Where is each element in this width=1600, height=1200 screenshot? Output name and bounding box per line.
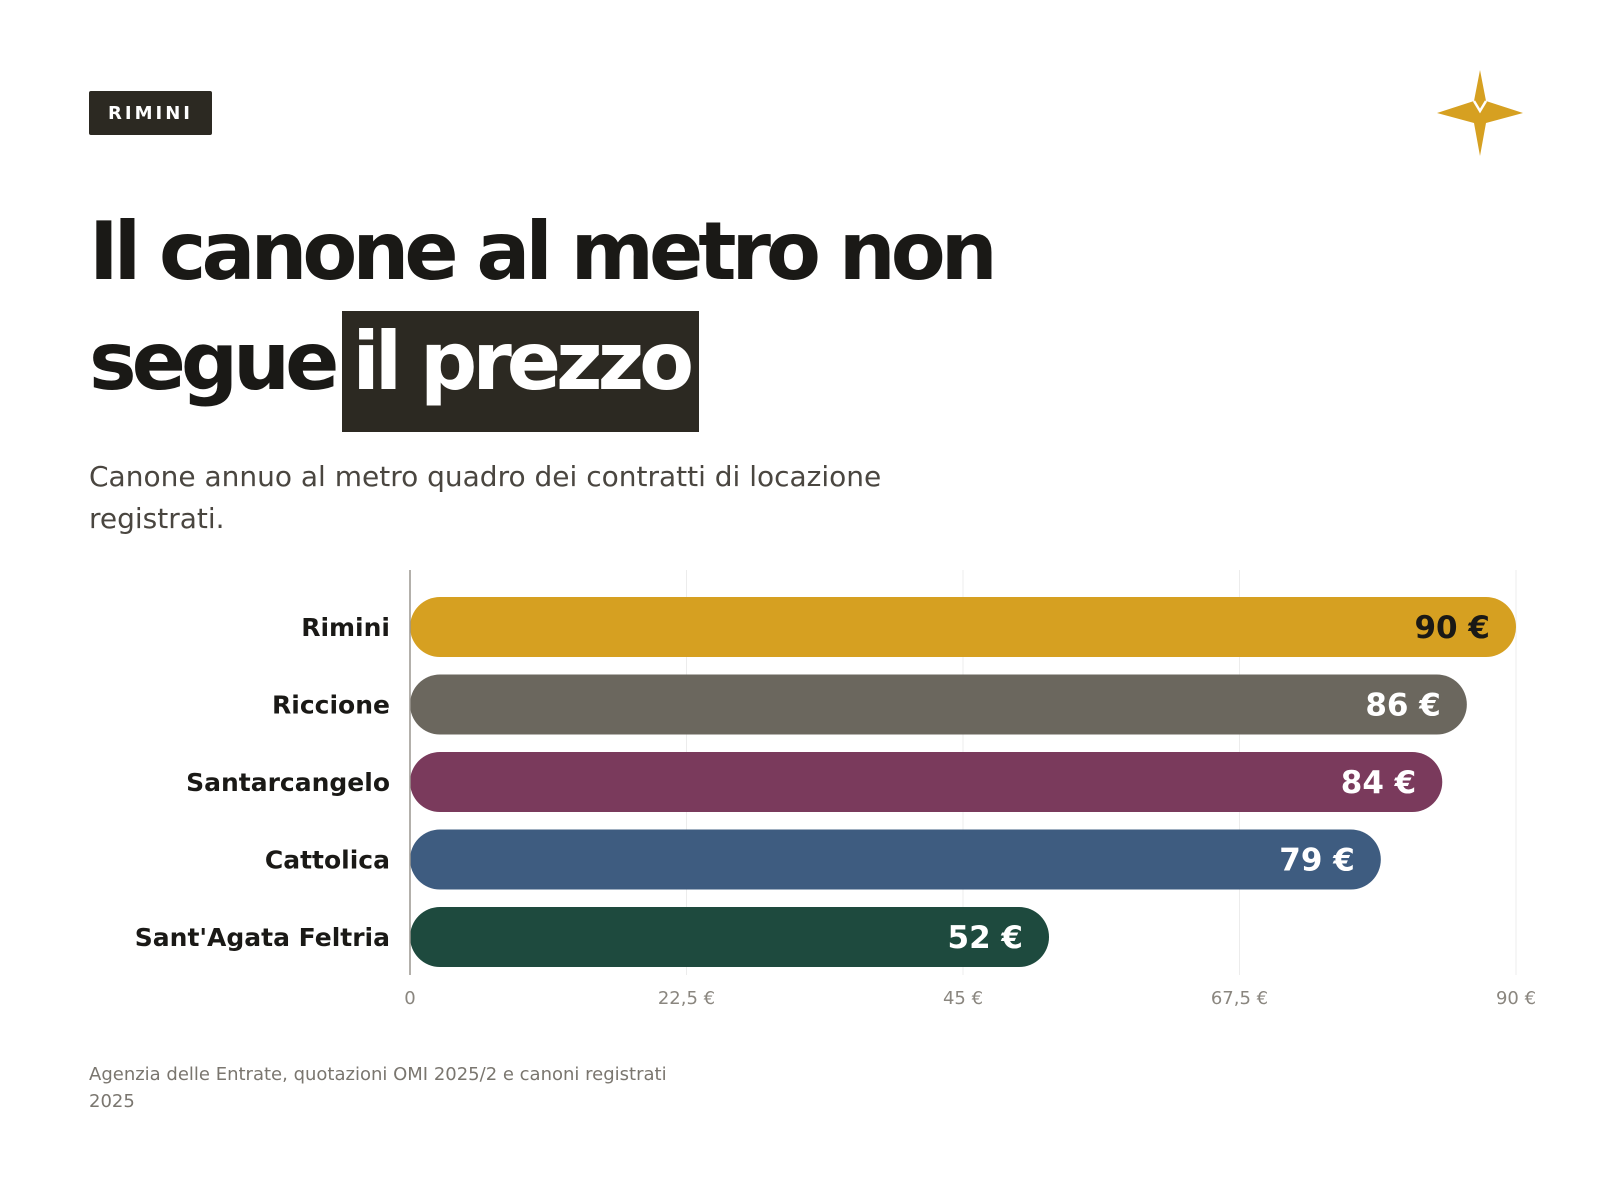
x-axis: 0 22,5 € 45 € 67,5 € 90 € [404, 570, 1536, 1009]
title-line-2: segue il prezzo [89, 311, 993, 432]
title-line-1: Il canone al metro non [89, 205, 998, 298]
category-label: Sant'Agata Feltria [135, 923, 390, 952]
value-label: 90 € [1414, 610, 1490, 646]
source-note: Agenzia delle Entrate, quotazioni OMI 20… [89, 1064, 667, 1112]
category-label: Riccione [272, 691, 390, 720]
compass-star-icon [1437, 70, 1523, 156]
value-label: 86 € [1365, 688, 1441, 724]
category-label: Santarcangelo [186, 768, 390, 797]
x-tick-label: 90 € [1496, 988, 1536, 1009]
bar [410, 907, 1050, 967]
bar [410, 674, 1467, 735]
bar [410, 597, 1516, 657]
value-label: 84 € [1341, 765, 1417, 801]
bars: Rimini 90 € Riccione 86 € Santarcangelo 84 € C… [135, 597, 1516, 967]
x-tick-label: 67,5 € [1211, 988, 1268, 1009]
title-plain: segue [89, 315, 339, 408]
category-label: Rimini [301, 613, 390, 642]
bar [410, 829, 1381, 890]
region-tag: RIMINI [89, 91, 212, 135]
bar-chart: Rimini 90 € Riccione 86 € Santarcangelo 84 € C… [135, 570, 1536, 1009]
title-highlight: il prezzo [342, 311, 700, 432]
bar [410, 752, 1443, 812]
value-label: 79 € [1279, 843, 1355, 879]
subtitle: Canone annuo al metro quadro dei contrat… [89, 460, 882, 535]
value-label: 52 € [948, 920, 1024, 956]
page-title: Il canone al metro non segue il prezzo [89, 205, 998, 432]
category-label: Cattolica [265, 846, 390, 875]
x-tick-label: 22,5 € [658, 988, 715, 1009]
x-tick-label: 0 [404, 988, 415, 1009]
x-tick-label: 45 € [943, 988, 983, 1009]
